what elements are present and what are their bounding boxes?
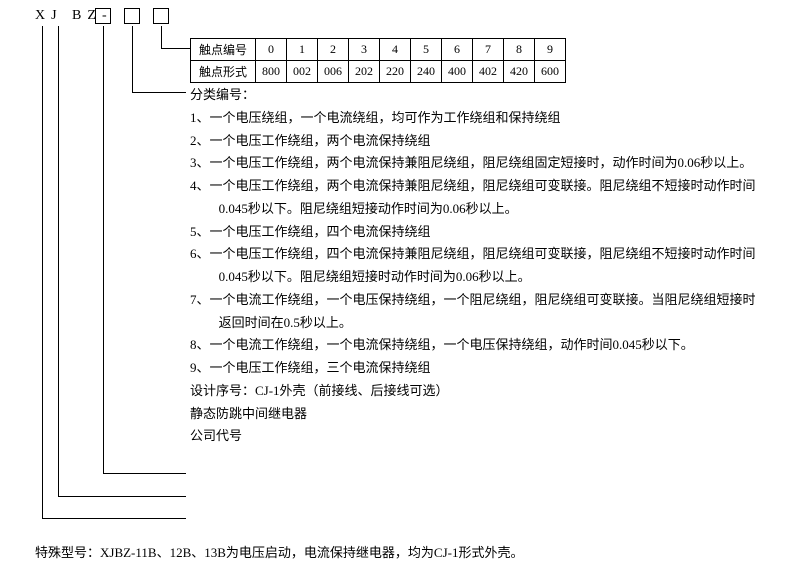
cell: 240 [411,61,442,83]
cell: 420 [504,61,535,83]
cell: 2 [318,39,349,61]
desc-line: 3、一个电压工作绕组，两个电流保持兼阻尼绕组，阻尼绕组固定短接时，动作时间为0.… [190,152,760,175]
bracket-line [161,26,162,48]
design-line: 设计序号：CJ-1外壳（前接线、后接线可选） [190,380,760,403]
desc-line: 4、一个电压工作绕组，两个电流保持兼阻尼绕组，阻尼绕组可变联接。阻尼绕组不短接时… [190,175,760,221]
cell: 006 [318,61,349,83]
bracket-line [132,26,133,92]
cell: 220 [380,61,411,83]
bracket-line [103,473,186,474]
bracket-line [58,26,59,496]
bracket-line [42,26,43,518]
bottom-note: 特殊型号：XJBZ-11B、12B、13B为电压启动，电流保持继电器，均为CJ-… [35,542,523,561]
cell: 600 [535,61,566,83]
description-block: 分类编号： 1、一个电压绕组，一个电流绕组，均可作为工作绕组和保持绕组 2、一个… [190,84,760,448]
row2-label: 触点形式 [191,61,256,83]
desc-line: 8、一个电流工作绕组，一个电流保持绕组，一个电压保持绕组，动作时间0.045秒以… [190,334,760,357]
category-title: 分类编号： [190,84,760,107]
desc-line: 1、一个电压绕组，一个电流绕组，均可作为工作绕组和保持绕组 [190,107,760,130]
code-box-3 [153,8,169,24]
cell: 3 [349,39,380,61]
desc-line: 7、一个电流工作绕组，一个电压保持绕组，一个阻尼绕组，阻尼绕组可变联接。当阻尼绕… [190,289,760,335]
cell: 800 [256,61,287,83]
desc-line: 5、一个电压工作绕组，四个电流保持绕组 [190,221,760,244]
desc-line: 2、一个电压工作绕组，两个电流保持绕组 [190,130,760,153]
cell: 4 [380,39,411,61]
company-line: 公司代号 [190,425,760,448]
bracket-line [103,26,104,473]
bracket-line [58,496,186,497]
cell: 202 [349,61,380,83]
code-box-1 [95,8,111,24]
cell: 6 [442,39,473,61]
cell: 7 [473,39,504,61]
bracket-line [132,92,186,93]
code-box-2 [124,8,140,24]
bracket-line [42,518,186,519]
cell: 0 [256,39,287,61]
cell: 8 [504,39,535,61]
diagram-root: XJ BZ- 触点编号 0 1 2 3 4 5 6 7 8 9 触点形式 [0,0,800,568]
cell: 402 [473,61,504,83]
cell: 002 [287,61,318,83]
cell: 9 [535,39,566,61]
relay-line: 静态防跳中间继电器 [190,403,760,426]
cell: 5 [411,39,442,61]
contact-table: 触点编号 0 1 2 3 4 5 6 7 8 9 触点形式 800 002 00… [190,38,566,83]
table-row: 触点编号 0 1 2 3 4 5 6 7 8 9 [191,39,566,61]
cell: 1 [287,39,318,61]
cell: 400 [442,61,473,83]
bracket-line [161,48,190,49]
table-row: 触点形式 800 002 006 202 220 240 400 402 420… [191,61,566,83]
desc-line: 9、一个电压工作绕组，三个电流保持绕组 [190,357,760,380]
desc-line: 6、一个电压工作绕组，四个电流保持兼阻尼绕组，阻尼绕组可变联接，阻尼绕组不短接时… [190,243,760,289]
row1-label: 触点编号 [191,39,256,61]
